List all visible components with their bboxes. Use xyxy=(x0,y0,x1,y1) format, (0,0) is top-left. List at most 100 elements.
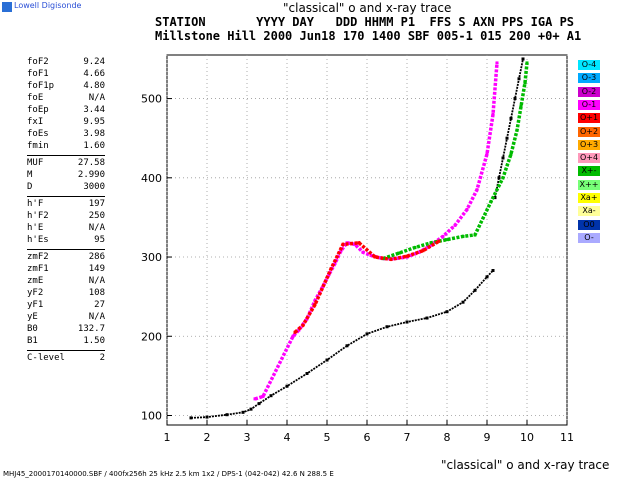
chart-title-bottom: "classical" o and x-ray trace xyxy=(441,458,610,472)
trace-point xyxy=(505,136,509,140)
station-header-line2: Millstone Hill 2000 Jun18 170 1400 SBF 0… xyxy=(155,29,582,43)
legend-item: O+2 xyxy=(578,126,600,137)
param-name: B1 xyxy=(27,336,38,346)
trace-point xyxy=(485,275,489,279)
trace-point xyxy=(329,267,333,271)
param-name: yE xyxy=(27,312,38,322)
trace-point xyxy=(291,334,295,338)
trace-point xyxy=(523,81,527,85)
trace-point xyxy=(489,200,493,204)
trace-point xyxy=(405,254,409,258)
param-value: 2 xyxy=(99,353,105,363)
trace-point xyxy=(461,234,465,238)
trace-point xyxy=(525,61,529,65)
trace-point xyxy=(205,415,209,419)
param-name: MUF xyxy=(27,158,44,168)
trace-point xyxy=(429,243,433,247)
param-value: N/A xyxy=(88,93,105,103)
trace-point xyxy=(429,241,433,245)
trace-point xyxy=(369,253,373,257)
trace-line xyxy=(382,62,529,261)
trace-line xyxy=(190,269,494,419)
trace-point xyxy=(361,250,365,254)
param-name: foF2 xyxy=(27,57,49,67)
trace-point xyxy=(497,176,501,180)
logo-icon xyxy=(2,2,12,12)
param-name: foE xyxy=(27,93,44,103)
y-tick-label: 200 xyxy=(141,330,162,343)
trace-point xyxy=(339,249,343,253)
trace-point xyxy=(413,246,417,250)
trace-point xyxy=(253,397,257,401)
x-tick-label: 1 xyxy=(164,431,171,444)
trace-point xyxy=(293,330,297,334)
trace-point xyxy=(241,410,245,414)
trace-point xyxy=(305,372,309,376)
trace-point xyxy=(285,384,289,388)
param-separator xyxy=(27,249,105,250)
trace-point xyxy=(437,239,441,243)
param-name: fmin xyxy=(27,141,49,151)
param-name: h'E xyxy=(27,223,44,233)
station-header-line1: STATION YYYY DAY DDD HHMM P1 FFS S AXN P… xyxy=(155,15,575,29)
trace-point xyxy=(249,407,253,411)
trace-point xyxy=(461,300,465,304)
param-separator xyxy=(27,196,105,197)
trace-point xyxy=(225,413,229,417)
trace-point xyxy=(313,303,317,307)
param-value: 27 xyxy=(94,300,105,310)
param-value: 250 xyxy=(88,211,105,221)
trace-line xyxy=(494,58,524,198)
trace-point xyxy=(333,261,337,265)
legend-item: O-4 xyxy=(578,60,600,70)
logo-text: Lowell Digisonde xyxy=(14,1,82,10)
legend-item: X++ xyxy=(578,179,600,190)
x-tick-label: 5 xyxy=(324,431,331,444)
x-tick-label: 7 xyxy=(404,431,411,444)
trace-point xyxy=(341,242,345,246)
trace-point xyxy=(513,97,517,101)
legend-item: Xa+ xyxy=(578,193,600,203)
trace-line xyxy=(254,62,499,401)
param-value: N/A xyxy=(88,223,105,233)
x-tick-label: 8 xyxy=(444,431,451,444)
param-name: foF1 xyxy=(27,69,49,79)
param-value: 108 xyxy=(88,288,105,298)
trace-point xyxy=(509,152,513,156)
param-value: 1.50 xyxy=(83,336,105,346)
y-tick-label: 300 xyxy=(141,251,162,264)
trace-point xyxy=(495,61,499,65)
trace-point xyxy=(261,394,265,398)
param-value: 3.44 xyxy=(83,105,105,115)
param-value: 197 xyxy=(88,199,105,209)
param-name: h'F xyxy=(27,199,44,209)
param-value: 3.98 xyxy=(83,129,105,139)
trace-point xyxy=(473,233,477,237)
param-value: 286 xyxy=(88,252,105,262)
legend-item: O+1 xyxy=(578,113,600,124)
legend-item: Xa- xyxy=(578,206,600,217)
trace-point xyxy=(515,128,519,132)
param-name: fxI xyxy=(27,117,44,127)
param-name: yF2 xyxy=(27,288,44,298)
param-value: 149 xyxy=(88,264,105,274)
trace-point xyxy=(269,394,273,398)
param-value: 3000 xyxy=(83,182,105,192)
legend-item: O- xyxy=(578,232,600,243)
footer-metadata: MHJ45_2000170140000.SBF / 400fx256h 25 k… xyxy=(3,470,334,478)
x-tick-label: 11 xyxy=(560,431,574,444)
trace-point xyxy=(301,323,305,327)
trace-point xyxy=(491,112,495,116)
param-value: 4.66 xyxy=(83,69,105,79)
trace-point xyxy=(465,207,469,211)
x-tick-label: 10 xyxy=(520,431,534,444)
y-tick-label: 100 xyxy=(141,409,162,422)
param-value: 9.95 xyxy=(83,117,105,127)
param-value: 9.24 xyxy=(83,57,105,67)
param-name: foEp xyxy=(27,105,49,115)
trace-point xyxy=(325,358,329,362)
param-value: 132.7 xyxy=(77,324,105,334)
trace-point xyxy=(445,310,449,314)
param-name: zmE xyxy=(27,276,44,286)
param-name: zmF1 xyxy=(27,264,49,274)
